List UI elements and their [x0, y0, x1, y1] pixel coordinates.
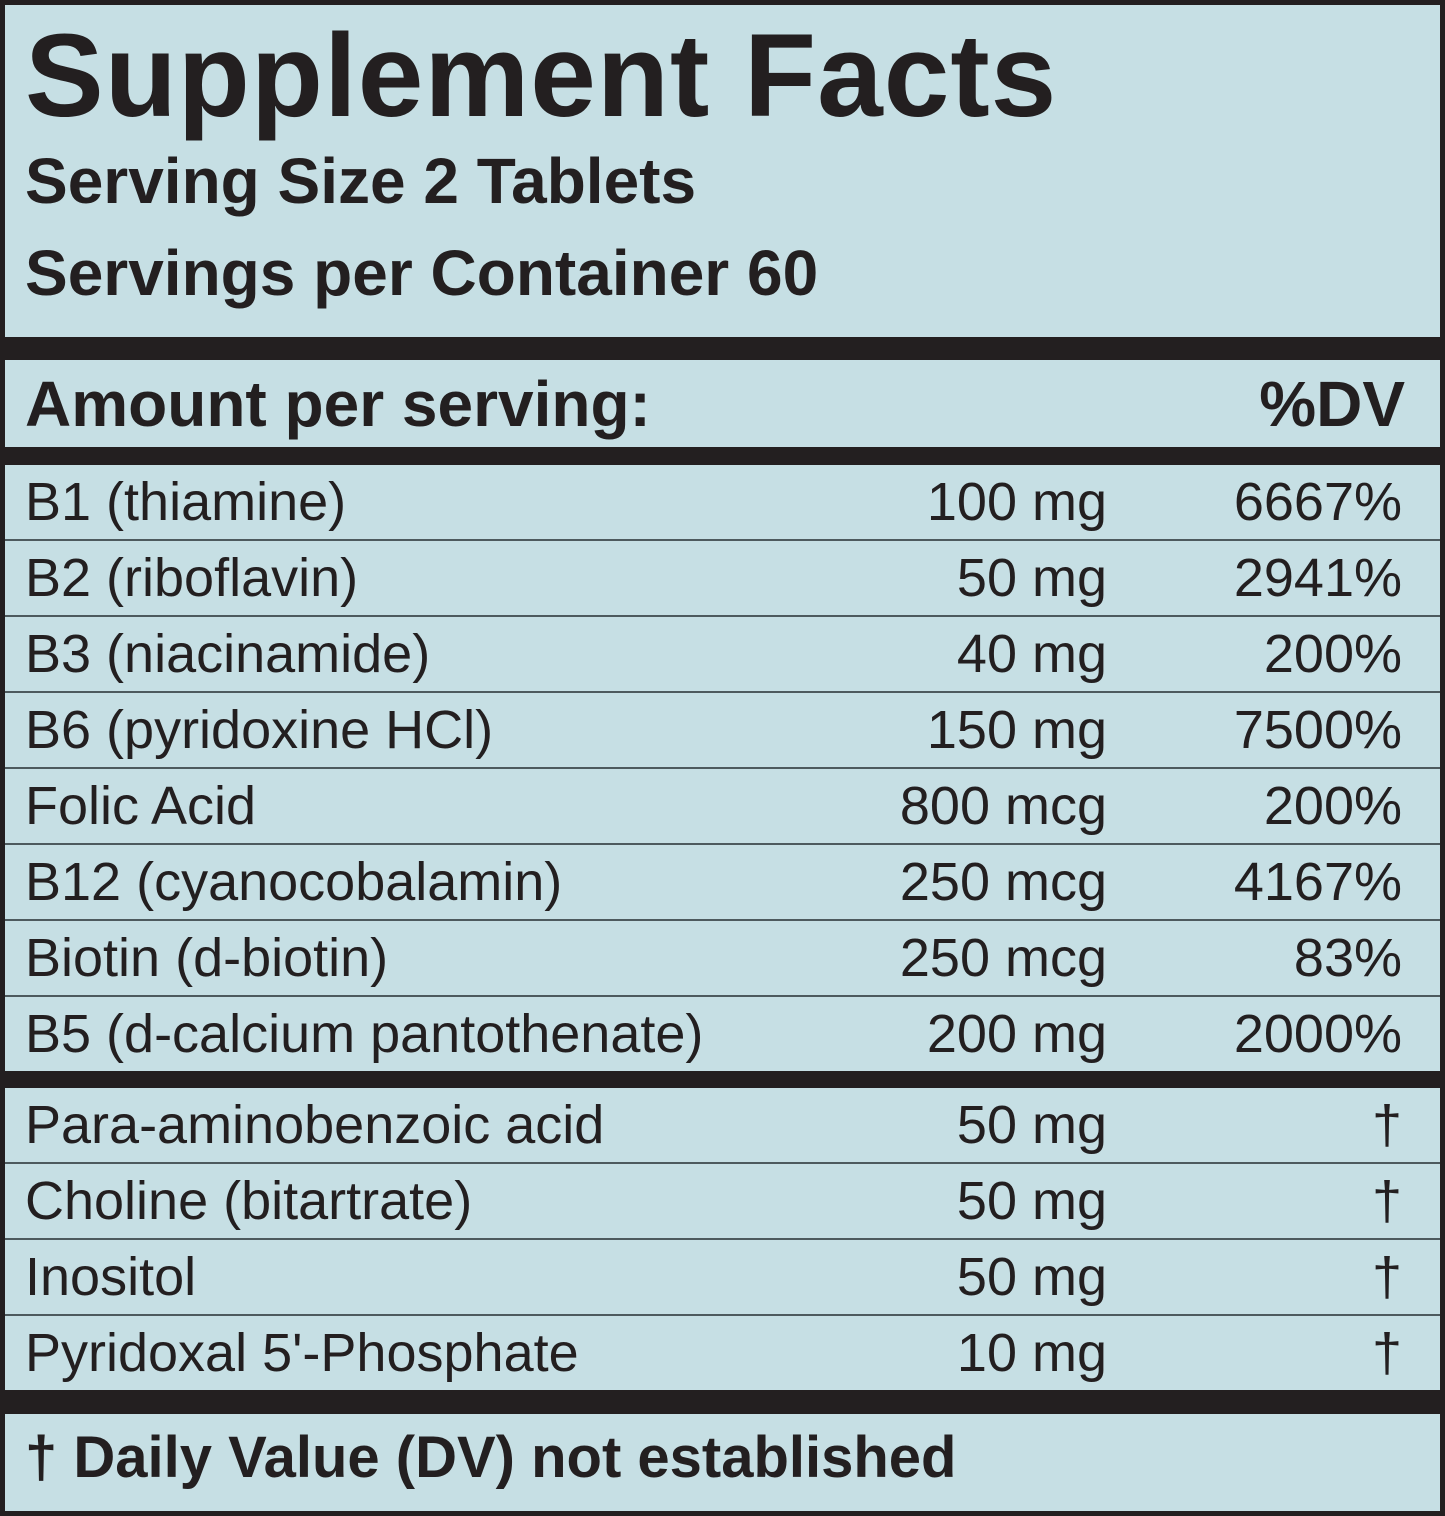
- footnote: † Daily Value (DV) not established: [25, 1425, 957, 1490]
- nutrient-amount: 200 mg: [926, 1004, 1107, 1064]
- nutrient-name: Inositol: [25, 1247, 197, 1307]
- nutrient-name: B12 (cyanocobalamin): [25, 852, 563, 912]
- serving-size: Serving Size 2 Tablets: [25, 145, 697, 217]
- nutrient-amount: 50 mg: [956, 1247, 1107, 1307]
- nutrient-name: B6 (pyridoxine HCl): [25, 700, 494, 760]
- nutrient-amount: 250 mcg: [899, 852, 1107, 912]
- nutrient-amount: 10 mg: [956, 1323, 1107, 1383]
- nutrient-row: Inositol 50 mg †: [5, 1240, 1440, 1316]
- divider: [5, 1390, 1440, 1414]
- amount-label: Amount per serving:: [25, 367, 651, 440]
- nutrient-dv: †: [1371, 1247, 1402, 1307]
- nutrient-dv: 2941%: [1233, 548, 1402, 608]
- nutrient-amount: 100 mg: [926, 472, 1107, 532]
- divider: [5, 1071, 1440, 1088]
- nutrient-name: B3 (niacinamide): [25, 624, 431, 684]
- nutrient-dv: 83%: [1293, 928, 1402, 988]
- other-rows: Para-aminobenzoic acid 50 mg † Choline (bit…: [5, 1088, 1440, 1390]
- nutrient-row: Para-aminobenzoic acid 50 mg †: [5, 1088, 1440, 1164]
- nutrient-dv: 2000%: [1233, 1004, 1402, 1064]
- column-header: Amount per serving: %DV: [5, 360, 1440, 447]
- nutrient-row: Choline (bitartrate) 50 mg †: [5, 1164, 1440, 1240]
- vitamin-rows: B1 (thiamine) 100 mg 6667% B2 (riboflavin) 5…: [5, 465, 1440, 1071]
- nutrient-row: B3 (niacinamide) 40 mg 200%: [5, 617, 1440, 693]
- title: Supplement Facts: [25, 10, 1058, 142]
- nutrient-amount: 150 mg: [926, 700, 1107, 760]
- nutrient-name: B1 (thiamine): [25, 472, 347, 532]
- nutrient-row: B1 (thiamine) 100 mg 6667%: [5, 465, 1440, 541]
- divider: [5, 447, 1440, 465]
- nutrient-name: Para-aminobenzoic acid: [25, 1095, 605, 1155]
- nutrient-row: Biotin (d-biotin) 250 mcg 83%: [5, 921, 1440, 997]
- nutrient-dv: 200%: [1263, 776, 1402, 836]
- nutrient-dv: †: [1371, 1323, 1402, 1383]
- nutrient-name: Folic Acid: [25, 776, 257, 836]
- nutrient-row: Folic Acid 800 mcg 200%: [5, 769, 1440, 845]
- nutrient-row: B12 (cyanocobalamin) 250 mcg 4167%: [5, 845, 1440, 921]
- dv-label: %DV: [1259, 367, 1405, 440]
- nutrient-name: B2 (riboflavin): [25, 548, 359, 608]
- divider: [5, 337, 1440, 360]
- nutrient-amount: 800 mcg: [899, 776, 1107, 836]
- nutrient-dv: 6667%: [1233, 472, 1402, 532]
- nutrient-dv: 7500%: [1233, 700, 1402, 760]
- nutrient-name: Choline (bitartrate): [25, 1171, 473, 1231]
- nutrient-dv: †: [1371, 1095, 1402, 1155]
- nutrient-row: B6 (pyridoxine HCl) 150 mg 7500%: [5, 693, 1440, 769]
- nutrient-amount: 250 mcg: [899, 928, 1107, 988]
- nutrient-name: Pyridoxal 5'-Phosphate: [25, 1323, 579, 1383]
- nutrient-row: Pyridoxal 5'-Phosphate 10 mg †: [5, 1316, 1440, 1390]
- nutrient-dv: †: [1371, 1171, 1402, 1231]
- nutrient-amount: 50 mg: [956, 1171, 1107, 1231]
- nutrient-name: Biotin (d-biotin): [25, 928, 389, 988]
- nutrient-dv: 200%: [1263, 624, 1402, 684]
- nutrient-name: B5 (d-calcium pantothenate): [25, 1004, 704, 1064]
- nutrient-amount: 50 mg: [956, 548, 1107, 608]
- nutrient-row: B5 (d-calcium pantothenate) 200 mg 2000%: [5, 997, 1440, 1071]
- nutrient-amount: 40 mg: [956, 624, 1107, 684]
- servings-per-container: Servings per Container 60: [25, 237, 819, 309]
- nutrient-row: B2 (riboflavin) 50 mg 2941%: [5, 541, 1440, 617]
- header: Supplement Facts Serving Size 2 Tablets …: [5, 5, 1440, 337]
- nutrient-dv: 4167%: [1233, 852, 1402, 912]
- nutrient-amount: 50 mg: [956, 1095, 1107, 1155]
